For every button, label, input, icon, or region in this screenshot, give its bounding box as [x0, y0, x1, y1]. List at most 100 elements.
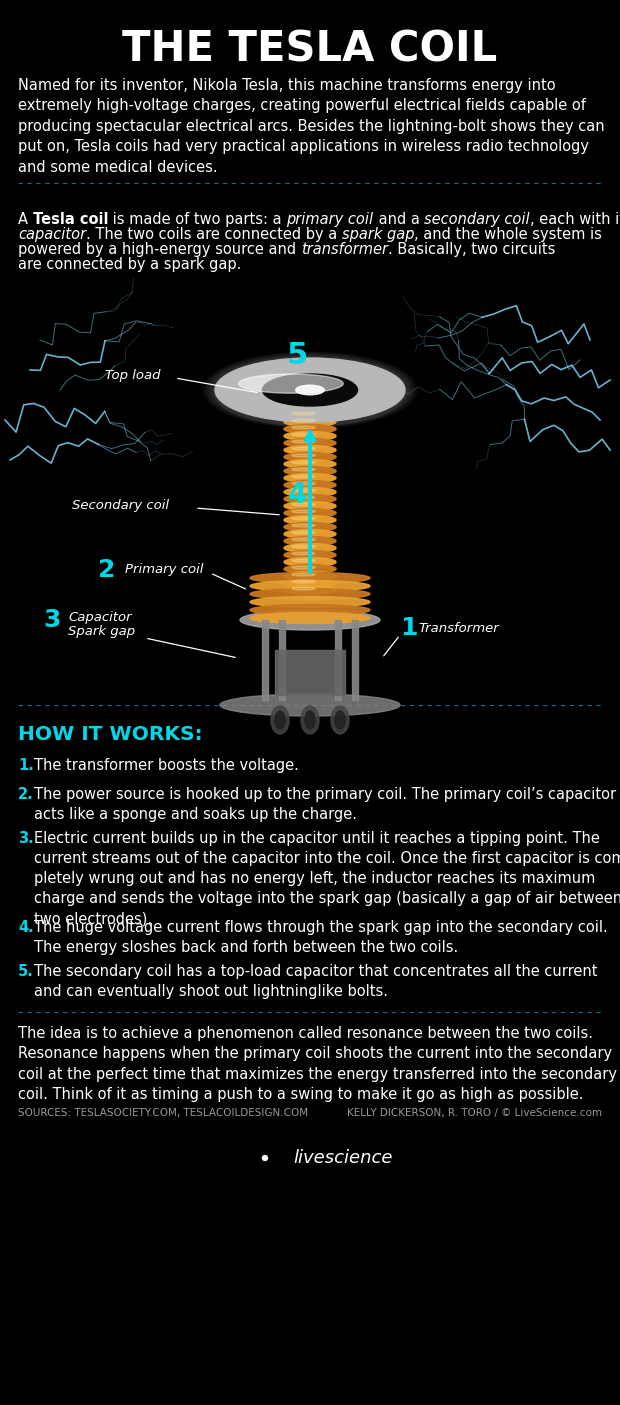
Ellipse shape [292, 433, 315, 436]
Text: Spark gap: Spark gap [68, 625, 135, 638]
Text: The transformer boosts the voltage.: The transformer boosts the voltage. [34, 759, 299, 773]
Ellipse shape [292, 524, 315, 527]
Ellipse shape [284, 481, 336, 489]
Ellipse shape [292, 587, 315, 590]
Ellipse shape [250, 613, 370, 624]
Text: Named for its inventor, Nikola Tesla, this machine transforms energy into
extrem: Named for its inventor, Nikola Tesla, th… [18, 79, 604, 174]
Text: The power source is hooked up to the primary coil. The primary coil’s capacitor
: The power source is hooked up to the pri… [34, 787, 616, 822]
Ellipse shape [284, 495, 336, 503]
Ellipse shape [292, 426, 315, 429]
Ellipse shape [292, 503, 315, 506]
Ellipse shape [284, 523, 336, 531]
Text: 3: 3 [43, 608, 61, 632]
Ellipse shape [292, 461, 315, 464]
Text: Top load: Top load [105, 368, 161, 382]
Ellipse shape [292, 566, 315, 569]
Text: transformer: transformer [301, 242, 388, 257]
Ellipse shape [284, 502, 336, 510]
Ellipse shape [292, 482, 315, 485]
Ellipse shape [292, 552, 315, 555]
Text: are connected by a spark gap.: are connected by a spark gap. [18, 257, 241, 273]
Text: SOURCES: TESLASOCIETY.COM, TESLACOILDESIGN.COM: SOURCES: TESLASOCIETY.COM, TESLACOILDESI… [18, 1109, 308, 1118]
Text: The secondary coil has a top-load capacitor that concentrates all the current
an: The secondary coil has a top-load capaci… [34, 964, 598, 999]
Text: 4.: 4. [18, 920, 33, 934]
Ellipse shape [284, 473, 336, 482]
Ellipse shape [292, 545, 315, 548]
Ellipse shape [250, 597, 370, 607]
Ellipse shape [284, 488, 336, 496]
Ellipse shape [284, 466, 336, 475]
Bar [0, 289, 620, 700]
Ellipse shape [250, 580, 370, 592]
Text: spark gap: spark gap [342, 228, 415, 242]
Text: 1: 1 [400, 615, 417, 641]
Ellipse shape [284, 431, 336, 441]
Text: The idea is to achieve a phenomenon called resonance between the two coils.
Reso: The idea is to achieve a phenomenon call… [18, 1026, 617, 1102]
Text: . The two coils are connected by a: . The two coils are connected by a [86, 228, 342, 242]
Text: secondary coil: secondary coil [424, 212, 529, 228]
Ellipse shape [292, 573, 315, 576]
Ellipse shape [284, 459, 336, 468]
Ellipse shape [292, 538, 315, 541]
Ellipse shape [284, 572, 336, 580]
Ellipse shape [292, 531, 315, 534]
Bar [352, 620, 358, 700]
Text: 1.: 1. [18, 759, 34, 773]
Ellipse shape [262, 374, 358, 406]
Text: 5: 5 [286, 340, 308, 370]
Bar [262, 620, 268, 700]
Text: 2.: 2. [18, 787, 33, 802]
Ellipse shape [335, 711, 345, 729]
Ellipse shape [284, 417, 336, 427]
Ellipse shape [292, 475, 315, 478]
Bar [284, 414, 336, 590]
Ellipse shape [250, 604, 370, 615]
Text: Primary coil: Primary coil [125, 563, 203, 576]
Text: 5.: 5. [18, 964, 34, 979]
Ellipse shape [292, 440, 315, 443]
Ellipse shape [271, 705, 289, 733]
Text: Transformer: Transformer [418, 621, 498, 635]
Ellipse shape [331, 705, 349, 733]
Ellipse shape [292, 489, 315, 492]
Ellipse shape [284, 509, 336, 517]
Text: , and the whole system is: , and the whole system is [415, 228, 603, 242]
Ellipse shape [284, 586, 336, 594]
Ellipse shape [301, 705, 319, 733]
Ellipse shape [292, 510, 315, 513]
Text: 2: 2 [99, 558, 116, 582]
Ellipse shape [284, 551, 336, 559]
Bar [335, 620, 341, 700]
Text: A: A [18, 212, 33, 228]
Ellipse shape [250, 589, 370, 600]
Ellipse shape [292, 517, 315, 520]
Text: 3.: 3. [18, 830, 33, 846]
Text: primary coil: primary coil [286, 212, 373, 228]
Ellipse shape [220, 694, 400, 717]
Ellipse shape [284, 438, 336, 448]
Ellipse shape [215, 362, 405, 426]
Text: The huge voltage current flows through the spark gap into the secondary coil.
Th: The huge voltage current flows through t… [34, 920, 608, 955]
Ellipse shape [292, 419, 315, 422]
Ellipse shape [292, 580, 315, 583]
Text: . Basically, two circuits: . Basically, two circuits [388, 242, 555, 257]
Text: powered by a high-energy source and: powered by a high-energy source and [18, 242, 301, 257]
Ellipse shape [284, 544, 336, 552]
Ellipse shape [215, 358, 405, 422]
Ellipse shape [284, 445, 336, 454]
Ellipse shape [292, 412, 315, 414]
Ellipse shape [275, 711, 285, 729]
Text: Secondary coil: Secondary coil [72, 499, 169, 511]
Text: HOW IT WORKS:: HOW IT WORKS: [18, 725, 203, 745]
Bar [279, 620, 285, 700]
Bar [275, 651, 345, 695]
Ellipse shape [284, 537, 336, 545]
Ellipse shape [292, 447, 315, 450]
Ellipse shape [292, 468, 315, 471]
Ellipse shape [239, 374, 343, 393]
Ellipse shape [292, 454, 315, 457]
Ellipse shape [296, 385, 324, 395]
Ellipse shape [284, 579, 336, 587]
Text: is made of two parts: a: is made of two parts: a [108, 212, 286, 228]
Ellipse shape [284, 530, 336, 538]
